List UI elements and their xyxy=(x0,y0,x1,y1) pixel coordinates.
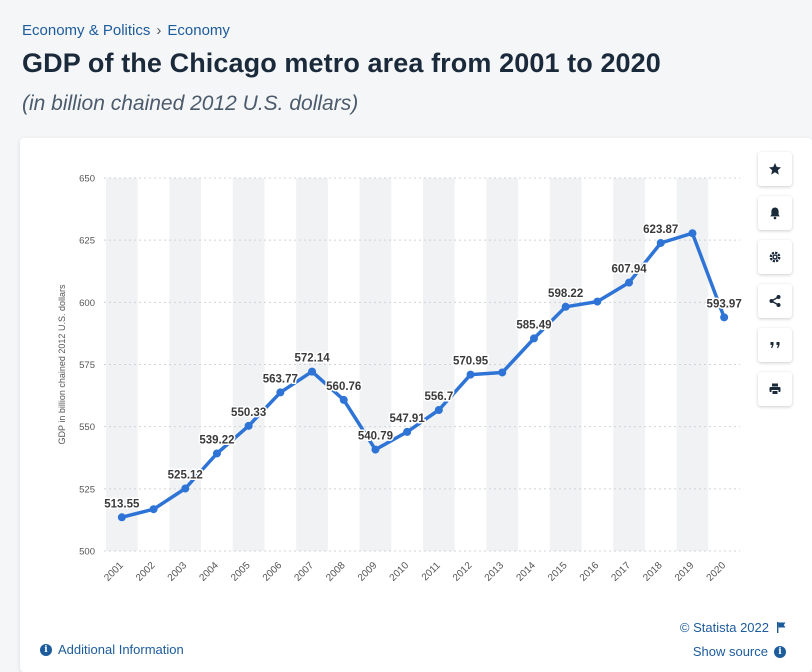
data-label: 560.76 xyxy=(326,381,361,393)
x-tick-label: 2015 xyxy=(546,560,570,584)
star-icon xyxy=(769,163,781,175)
bell-icon xyxy=(770,207,780,220)
data-point xyxy=(308,367,317,376)
quote-icon xyxy=(770,342,780,348)
x-tick-label: 2018 xyxy=(641,560,665,584)
x-tick-label: 2016 xyxy=(578,560,602,584)
data-label: 556.7 xyxy=(424,391,453,403)
data-label: 570.95 xyxy=(453,356,489,368)
copyright-text: © Statista 2022 xyxy=(679,620,769,635)
y-tick-label: 500 xyxy=(79,547,95,558)
data-point xyxy=(625,278,634,287)
data-point xyxy=(117,513,126,522)
gear-icon xyxy=(769,251,781,263)
x-tick-label: 2020 xyxy=(705,560,729,584)
x-tick-label: 2002 xyxy=(134,560,158,584)
column-band xyxy=(296,178,328,551)
flag-icon[interactable] xyxy=(777,622,786,633)
copyright: © Statista 2022 xyxy=(680,620,786,635)
breadcrumb-current-link[interactable]: Economy xyxy=(167,22,230,39)
breadcrumb-parent-link[interactable]: Economy & Politics xyxy=(22,22,151,39)
data-label: 585.49 xyxy=(516,319,551,331)
data-point xyxy=(339,395,348,404)
data-point xyxy=(593,297,602,306)
breadcrumb: Economy & Politics › Economy xyxy=(22,22,230,39)
page-title: GDP of the Chicago metro area from 2001 … xyxy=(22,48,661,78)
notification-button[interactable] xyxy=(758,196,792,230)
additional-information-link[interactable]: i Additional Information xyxy=(40,642,184,657)
data-label: 563.77 xyxy=(263,373,298,385)
x-tick-label: 2004 xyxy=(197,560,221,584)
line-chart: 500 525 550 575 600 625 650 GDP in billion chai… xyxy=(57,174,743,584)
print-button[interactable] xyxy=(758,372,792,406)
data-label: 607.94 xyxy=(611,264,647,276)
y-tick-label: 600 xyxy=(79,298,95,309)
data-label: 525.12 xyxy=(168,470,203,482)
data-point xyxy=(561,302,570,311)
info-icon: i xyxy=(40,643,52,656)
x-tick-label: 2009 xyxy=(356,560,380,584)
additional-information-label: Additional Information xyxy=(58,642,184,657)
share-button[interactable] xyxy=(758,284,792,318)
data-label: 572.14 xyxy=(294,353,330,365)
column-band xyxy=(486,178,519,551)
column-band xyxy=(106,178,138,551)
favorite-button[interactable] xyxy=(758,152,792,186)
info-icon: i xyxy=(774,645,786,658)
y-tick-label: 550 xyxy=(79,422,95,433)
data-point xyxy=(149,505,158,514)
data-label: 540.79 xyxy=(358,431,393,443)
data-point xyxy=(244,421,253,430)
data-label: 550.33 xyxy=(231,407,266,419)
data-label: 623.87 xyxy=(643,224,678,236)
show-source-label: Show source xyxy=(692,644,768,659)
y-tick-label: 525 xyxy=(79,484,95,495)
series-line xyxy=(120,231,726,520)
x-tick-label: 2003 xyxy=(166,560,190,584)
page-subtitle: (in billion chained 2012 U.S. dollars) xyxy=(22,92,359,115)
data-point xyxy=(498,368,507,377)
x-tick-label: 2001 xyxy=(102,560,126,584)
data-label: 513.55 xyxy=(104,498,140,510)
share-icon xyxy=(769,295,781,307)
show-source-link[interactable]: Show source i xyxy=(693,644,786,659)
data-point xyxy=(688,229,697,238)
y-tick-label: 650 xyxy=(79,174,95,185)
print-icon xyxy=(769,383,781,395)
x-tick-label: 2017 xyxy=(610,560,634,584)
chart-card: 500 525 550 575 600 625 650 GDP in billion chai… xyxy=(20,138,812,672)
data-point xyxy=(434,406,443,415)
data-point xyxy=(371,445,380,454)
column-band xyxy=(676,178,709,551)
data-point xyxy=(720,313,729,322)
x-tick-label: 2007 xyxy=(293,560,317,584)
x-tick-label: 2019 xyxy=(673,560,697,584)
x-tick-label: 2014 xyxy=(514,560,538,584)
y-tick-label: 575 xyxy=(79,360,95,371)
cite-button[interactable] xyxy=(758,328,792,362)
data-point xyxy=(276,388,285,397)
x-tick-label: 2011 xyxy=(420,560,443,583)
data-label: 547.91 xyxy=(390,413,426,425)
chart-toolbar xyxy=(758,152,792,416)
data-label: 539.22 xyxy=(199,434,234,446)
data-point xyxy=(466,370,475,379)
y-axis-title: GDP in billion chained 2012 U.S. dollars xyxy=(57,284,67,444)
data-label: 598.22 xyxy=(548,288,583,300)
x-tick-label: 2012 xyxy=(451,560,475,584)
x-tick-label: 2008 xyxy=(324,560,348,584)
data-point xyxy=(181,484,190,493)
data-point xyxy=(212,449,221,458)
breadcrumb-separator: › xyxy=(156,22,162,39)
x-tick-label: 2006 xyxy=(261,560,285,584)
y-tick-label: 625 xyxy=(79,236,95,247)
data-point xyxy=(656,238,665,247)
data-point xyxy=(529,334,538,343)
x-tick-label: 2005 xyxy=(229,560,253,584)
x-tick-label: 2010 xyxy=(388,560,412,584)
data-label: 593.97 xyxy=(707,298,742,310)
data-point xyxy=(403,427,412,436)
settings-button[interactable] xyxy=(758,240,792,274)
x-tick-label: 2013 xyxy=(483,560,507,584)
